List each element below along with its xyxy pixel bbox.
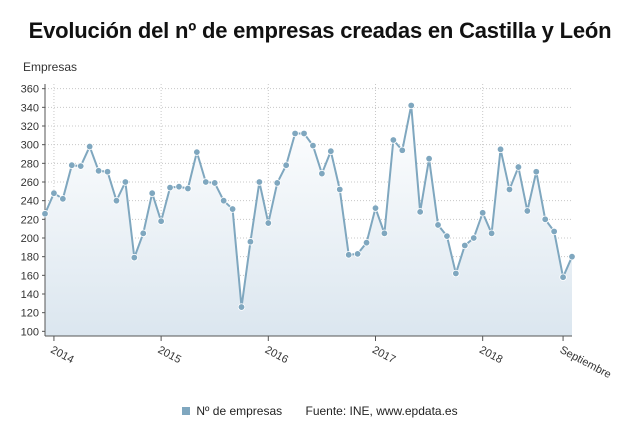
x-tick-label: 2015 xyxy=(156,344,183,366)
source-text: Fuente: INE, www.epdata.es xyxy=(305,404,458,418)
data-point xyxy=(228,205,237,213)
data-point xyxy=(264,219,273,227)
y-tick-label: 260 xyxy=(21,177,39,189)
data-point xyxy=(193,148,201,156)
y-tick-label: 200 xyxy=(21,233,39,245)
data-point xyxy=(452,269,460,278)
data-point xyxy=(255,178,264,186)
y-tick-label: 140 xyxy=(21,289,39,301)
data-point xyxy=(219,196,228,205)
data-point xyxy=(130,253,139,262)
data-point xyxy=(416,208,424,216)
data-point xyxy=(282,161,290,169)
y-tick-label: 300 xyxy=(21,140,39,152)
y-tick-label: 340 xyxy=(21,102,39,114)
data-point xyxy=(59,195,67,203)
data-point xyxy=(470,234,478,242)
data-point xyxy=(103,168,112,176)
data-point xyxy=(85,142,94,151)
y-tick-label: 100 xyxy=(21,326,39,338)
data-point xyxy=(273,179,281,187)
data-point xyxy=(344,251,353,259)
data-point xyxy=(434,221,442,229)
series-line xyxy=(44,105,573,308)
data-point xyxy=(425,154,433,163)
data-point xyxy=(336,185,344,194)
data-point xyxy=(157,217,165,225)
data-point xyxy=(568,252,576,261)
data-point xyxy=(291,129,299,138)
data-point xyxy=(380,229,389,238)
chart-footer: Nº de empresas Fuente: INE, www.epdata.e… xyxy=(0,404,640,418)
data-point xyxy=(309,141,317,150)
data-point xyxy=(237,303,246,311)
data-point xyxy=(41,210,49,218)
data-point xyxy=(77,162,85,170)
data-point xyxy=(300,129,308,138)
data-point xyxy=(112,196,121,205)
series-area xyxy=(45,105,572,336)
y-tick-label: 120 xyxy=(21,308,39,320)
y-tick-label: 160 xyxy=(21,270,39,282)
y-tick-label: 180 xyxy=(21,252,39,264)
x-tick-label: 2017 xyxy=(370,344,397,366)
legend-swatch xyxy=(182,407,191,415)
y-axis-unit-label: Empresas xyxy=(23,60,78,74)
data-point xyxy=(541,215,549,224)
data-point xyxy=(202,178,210,186)
data-point xyxy=(121,178,130,186)
y-tick-label: 280 xyxy=(21,158,39,170)
x-tick-label: 2016 xyxy=(263,344,290,366)
y-tick-label: 220 xyxy=(21,214,39,226)
data-point xyxy=(175,182,183,191)
data-point xyxy=(559,273,567,281)
x-tick-label: 2014 xyxy=(49,344,76,366)
legend-label: Nº de empresas xyxy=(196,404,283,418)
data-point xyxy=(353,250,362,258)
data-point xyxy=(523,207,532,215)
data-point xyxy=(68,161,76,169)
data-point xyxy=(362,238,371,247)
data-point xyxy=(166,183,174,192)
chart-title: Evolución del nº de empresas creadas en … xyxy=(28,18,612,43)
data-point xyxy=(371,204,380,212)
data-point xyxy=(496,145,505,154)
y-tick-label: 360 xyxy=(21,84,39,96)
data-point xyxy=(318,169,326,178)
data-point xyxy=(461,241,469,250)
data-point xyxy=(443,232,451,240)
data-point xyxy=(246,238,255,246)
data-point xyxy=(478,209,487,217)
data-point xyxy=(487,229,496,238)
x-tick-label: Septiembre xyxy=(558,344,613,381)
y-tick-label: 240 xyxy=(21,196,39,208)
data-point xyxy=(389,136,398,144)
data-point xyxy=(532,168,540,176)
data-point xyxy=(505,185,514,194)
data-point xyxy=(184,184,192,193)
x-tick-label: 2018 xyxy=(477,344,504,366)
data-point xyxy=(139,229,147,238)
data-point xyxy=(514,163,523,171)
data-point xyxy=(550,227,558,236)
data-point xyxy=(407,101,415,110)
data-point xyxy=(50,189,58,197)
data-point xyxy=(148,189,156,197)
data-point xyxy=(398,146,406,154)
data-point xyxy=(327,147,335,155)
data-point xyxy=(211,179,219,187)
data-point xyxy=(94,167,103,175)
y-tick-label: 320 xyxy=(21,121,39,133)
